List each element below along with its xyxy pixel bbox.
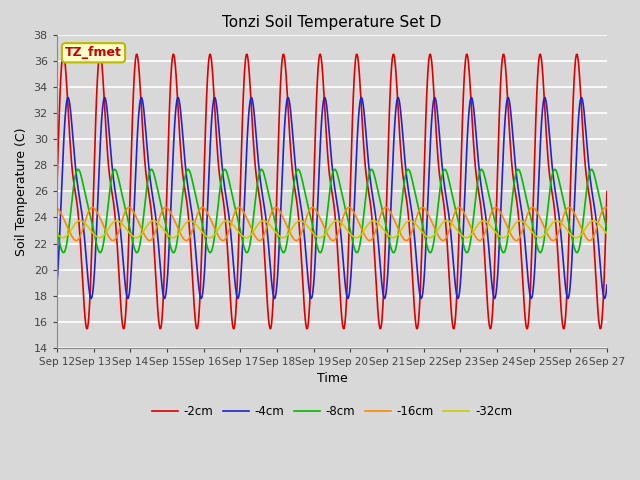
-16cm bbox=[456, 204, 463, 210]
Text: TZ_fmet: TZ_fmet bbox=[65, 46, 122, 59]
Line: -2cm: -2cm bbox=[57, 54, 607, 329]
-16cm bbox=[198, 204, 206, 210]
Line: -4cm: -4cm bbox=[57, 97, 607, 299]
-4cm bbox=[175, 97, 183, 103]
Y-axis label: Soil Temperature (C): Soil Temperature (C) bbox=[15, 127, 28, 256]
-16cm bbox=[554, 231, 562, 237]
-8cm bbox=[554, 174, 562, 180]
-4cm bbox=[603, 282, 611, 288]
Title: Tonzi Soil Temperature Set D: Tonzi Soil Temperature Set D bbox=[222, 15, 442, 30]
-2cm bbox=[197, 263, 205, 268]
-16cm bbox=[53, 205, 61, 211]
-8cm bbox=[368, 167, 376, 172]
-32cm bbox=[603, 231, 611, 237]
-2cm bbox=[173, 96, 181, 102]
Line: -16cm: -16cm bbox=[57, 207, 607, 240]
-4cm bbox=[101, 95, 109, 100]
-4cm bbox=[554, 206, 562, 212]
-32cm bbox=[378, 225, 386, 231]
-4cm bbox=[88, 296, 95, 301]
-2cm bbox=[603, 189, 611, 194]
-16cm bbox=[72, 238, 80, 243]
-32cm bbox=[59, 235, 67, 240]
-8cm bbox=[433, 217, 440, 223]
-16cm bbox=[603, 205, 611, 211]
-2cm bbox=[554, 254, 562, 260]
-8cm bbox=[378, 204, 385, 210]
-2cm bbox=[486, 326, 494, 332]
-4cm bbox=[433, 102, 440, 108]
-4cm bbox=[199, 289, 207, 295]
Legend: -2cm, -4cm, -8cm, -16cm, -32cm: -2cm, -4cm, -8cm, -16cm, -32cm bbox=[147, 400, 517, 423]
-4cm bbox=[378, 285, 386, 291]
-8cm bbox=[603, 227, 611, 233]
-32cm bbox=[53, 231, 61, 237]
-16cm bbox=[175, 226, 182, 232]
Line: -32cm: -32cm bbox=[57, 221, 607, 238]
-8cm bbox=[323, 210, 331, 216]
-4cm bbox=[53, 282, 61, 288]
-32cm bbox=[325, 225, 333, 231]
-16cm bbox=[432, 228, 440, 234]
-32cm bbox=[554, 218, 562, 224]
-8cm bbox=[53, 227, 61, 233]
Line: -8cm: -8cm bbox=[57, 169, 607, 252]
-2cm bbox=[431, 109, 439, 115]
-32cm bbox=[76, 218, 84, 224]
-2cm bbox=[377, 325, 385, 331]
-2cm bbox=[500, 51, 508, 57]
-16cm bbox=[378, 210, 385, 216]
-32cm bbox=[175, 230, 183, 236]
-32cm bbox=[433, 229, 440, 235]
X-axis label: Time: Time bbox=[317, 372, 348, 385]
-2cm bbox=[323, 147, 331, 153]
-16cm bbox=[324, 232, 332, 238]
-8cm bbox=[197, 217, 205, 223]
-8cm bbox=[390, 250, 397, 255]
-8cm bbox=[173, 236, 181, 241]
-32cm bbox=[199, 230, 207, 236]
-4cm bbox=[325, 125, 333, 131]
-2cm bbox=[53, 189, 61, 194]
